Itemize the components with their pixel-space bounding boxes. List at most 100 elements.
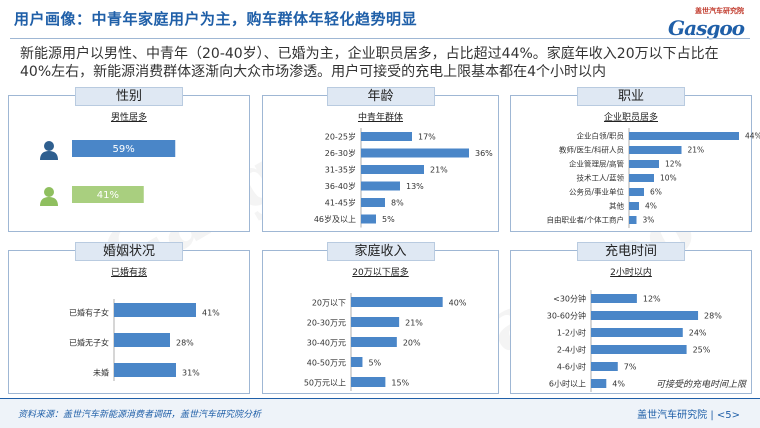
bar [591,362,618,371]
data-label: 3% [643,216,655,225]
data-label: 41% [97,190,119,201]
data-label: 21% [688,146,705,155]
data-label: 5% [382,215,395,224]
panel-title: 性别 [75,87,183,106]
data-label: 28% [176,339,194,348]
data-label: 4% [612,380,625,389]
tick-label: 未婚 [93,368,109,378]
tick-label: 已婚无子女 [69,338,109,348]
bar [114,363,176,377]
panel-subtitle: 企业职员居多 [603,113,658,123]
data-label: 6% [650,188,662,197]
footer-divider [0,398,760,399]
data-label: 20% [403,339,421,348]
tick-label: 公务员/事业单位 [569,187,625,197]
data-label: 21% [405,319,423,328]
data-label: 44% [745,132,760,141]
tick-label: 31-35岁 [325,165,356,175]
female-icon-body [40,197,58,206]
bar [629,174,654,182]
panel-subtitle: 已婚有孩 [110,268,147,278]
bar [361,165,424,174]
panel-age: 年龄 中青年群体 20-25岁 17% 26-30岁 36% 31-35岁 21% 36-4… [262,87,499,232]
data-label: 8% [391,199,404,208]
panel-title: 充电时间 [577,242,685,261]
gender-chart: 59% 41% [40,140,176,206]
bar [591,311,699,320]
data-label: 40% [449,299,467,308]
panel-gender: 性别 男性居多 59% 41% [8,87,250,232]
bar [72,140,176,157]
data-label: 41% [202,309,220,318]
tick-label: 26-30岁 [325,148,356,158]
panel-subtitle: 中青年群体 [357,113,403,123]
data-label: 5% [368,359,381,368]
data-label: 15% [391,379,409,388]
bar [351,377,386,387]
panel-job: 职业 企业职员居多 企业白领/职员 44% 教师/医生/科研人员 21% 企业管理层/高… [510,87,760,232]
marriage-chart: 已婚有子女 41% 已婚无子女 28% 未婚 31% [69,299,220,381]
tick-label: 4-6小时 [557,362,586,372]
bar [72,186,144,203]
bar [629,160,659,168]
bar [629,146,682,154]
panel-charge: 充电时间 2小时以内 <30分钟 12% 30-60分钟 28% 1-2小时 24% 2-4… [510,242,752,394]
job-chart: 企业白领/职员 44% 教师/医生/科研人员 21% 企业管理层/高管 12% 技术工人/蓝… [546,128,760,228]
female-icon-head [44,187,54,197]
tick-label: 技术工人/蓝领 [576,173,624,183]
bar [361,181,400,191]
logo-cn-text: 盖世汽车研究院 [695,7,744,15]
tick-label: 30-40万元 [307,339,346,348]
tick-label: 20万以下 [312,299,346,308]
intro-paragraph: 新能源用户以男性、中青年（20-40岁）、已婚为主，企业职员居多，占比超过44%… [20,46,719,80]
tick-label: 教师/医生/科研人员 [559,145,625,155]
male-icon-body [40,151,58,160]
data-label: 36% [475,149,493,158]
bar [629,188,644,196]
tick-label: 20-25岁 [325,132,356,142]
data-label: 25% [693,346,711,355]
male-icon-head [44,141,54,151]
data-label: 31% [182,369,200,378]
tick-label: 46岁及以上 [314,214,356,224]
tick-label: 6小时以上 [549,379,586,389]
data-label: 12% [643,295,661,304]
panel-subtitle: 20万以下居多 [352,268,409,278]
panel-subtitle: 2小时以内 [610,268,652,278]
tick-label: 41-45岁 [325,198,356,208]
bar [629,202,639,210]
bar [591,379,607,388]
tick-label: 企业白领/职员 [576,131,624,141]
tick-label: 其他 [609,201,624,211]
tick-label: 2-4小时 [557,345,586,355]
source-note: 资料来源：盖世汽车新能源消费者调研，盖世汽车研究院分析 [18,410,262,420]
tick-label: 20-30万元 [307,319,346,328]
data-label: 10% [660,174,677,183]
logo-en-text: Gasgoo [668,16,745,40]
female-icon [40,187,58,206]
footer: 资料来源：盖世汽车新能源消费者调研，盖世汽车研究院分析 盖世汽车研究院 | <5… [0,399,760,428]
age-chart: 20-25岁 17% 26-30岁 36% 31-35岁 21% 36-40岁 13% 41-4… [314,128,493,228]
title-divider [10,38,750,39]
male-icon [40,141,58,160]
tick-label: 40-50万元 [307,359,346,368]
tick-label: 36-40岁 [325,181,356,191]
panel-income: 家庭收入 20万以下居多 20万以下 40% 20-30万元 21% 30-40万元 20… [262,242,499,394]
panel-marriage: 婚姻状况 已婚有孩 已婚有子女 41% 已婚无子女 28% 未婚 31% [8,242,250,394]
tick-label: 30-60分钟 [547,311,586,321]
bar [591,345,687,354]
brand-logo: 盖世汽车研究院 Gasgoo [634,6,745,40]
tick-label: 50万元以上 [304,379,346,388]
bar [114,333,170,347]
tick-label: 已婚有子女 [69,308,109,318]
bar [591,294,637,303]
bar [114,303,196,317]
data-label: 17% [418,133,436,142]
data-label: 13% [406,182,424,191]
bar [361,198,385,207]
tick-label: 企业管理层/高管 [569,159,625,169]
bar [629,216,637,224]
panel-subtitle: 男性居多 [110,113,147,123]
bar [361,214,376,224]
data-label: 21% [430,166,448,175]
